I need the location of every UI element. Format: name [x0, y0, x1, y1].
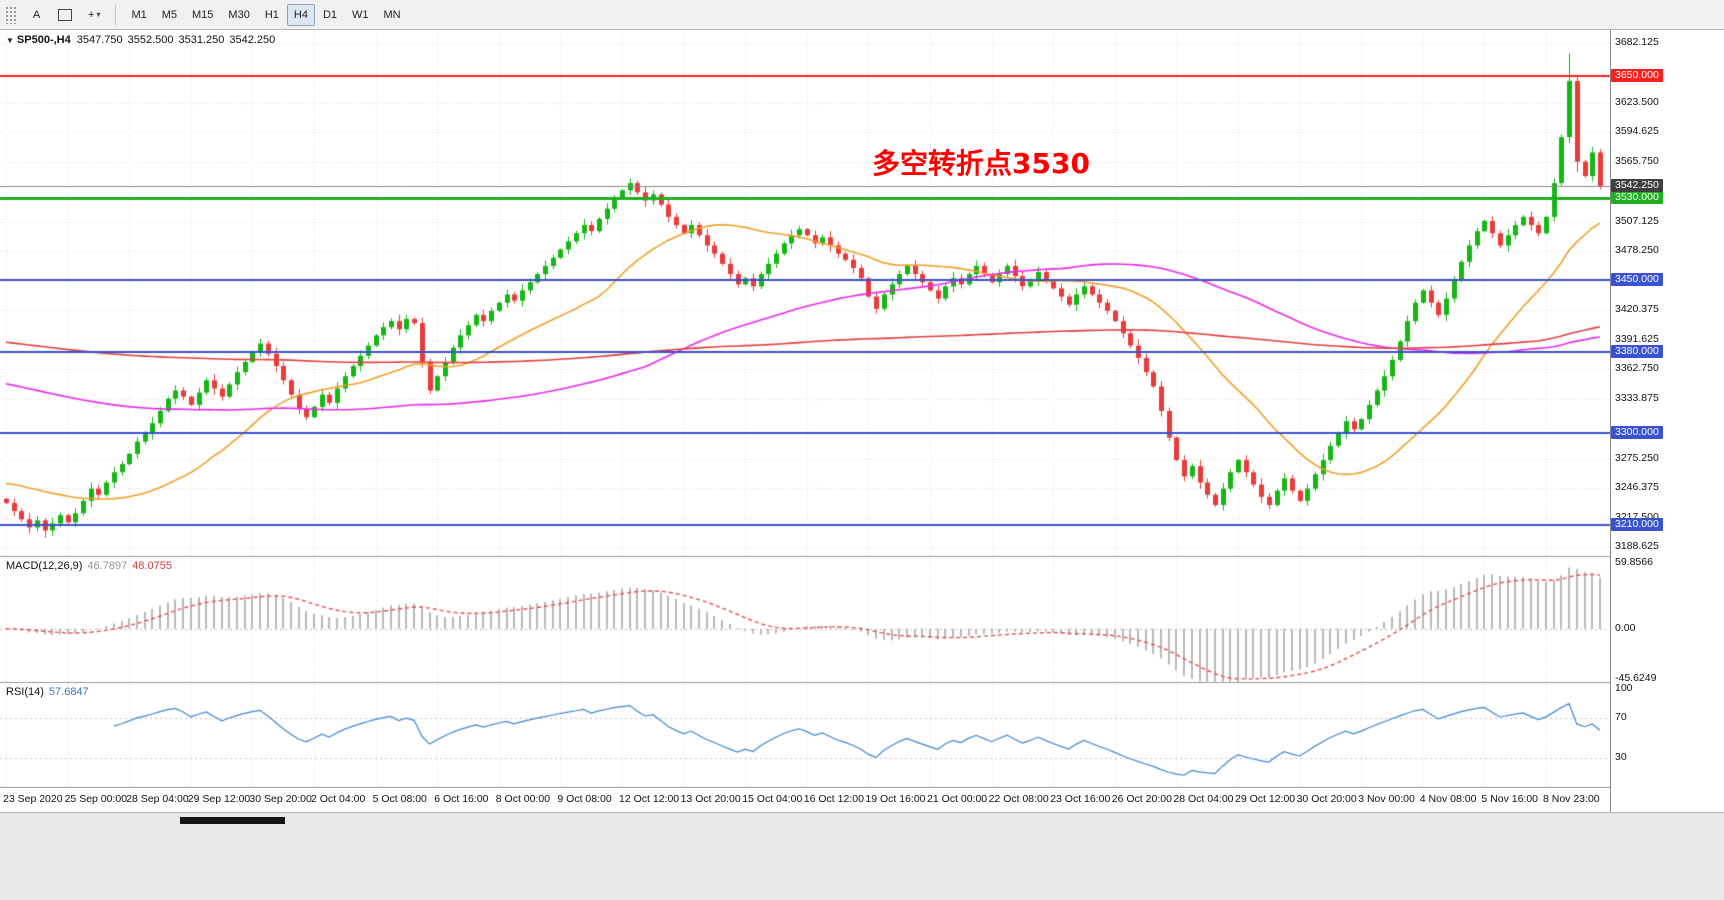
- level-price-label: 3210.000: [1611, 518, 1663, 532]
- chart-window: ▼ SP500-,H4 3547.750 3552.500 3531.250 3542.2…: [0, 30, 1724, 812]
- time-label: 13 Oct 20:00: [680, 793, 741, 805]
- time-label: 22 Oct 08:00: [988, 793, 1049, 805]
- symbol-label: SP500-,H4: [16, 34, 71, 46]
- tool-a-button[interactable]: A: [24, 4, 49, 26]
- current-price-label: 3542.250: [1611, 178, 1663, 192]
- time-label: 28 Sep 04:00: [126, 793, 189, 805]
- macd-name: MACD(12,26,9): [6, 560, 83, 572]
- ohlc-low: 3531.250: [178, 34, 225, 46]
- timeframe-h4-button[interactable]: H4: [286, 3, 315, 26]
- timeframe-h1-button[interactable]: H1: [258, 4, 286, 26]
- timeframe-m5-button[interactable]: M5: [155, 4, 184, 26]
- price-tick-label: 3594.625: [1615, 125, 1659, 138]
- price-tick-label: 3246.375: [1615, 481, 1659, 494]
- timeframe-group: M1 M5 M15 M30 H1 H4 D1 W1 MN: [124, 3, 408, 26]
- timeframe-m30-button[interactable]: M30: [221, 4, 256, 26]
- time-label: 30 Sep 20:00: [249, 793, 312, 805]
- level-price-label: 3380.000: [1611, 344, 1663, 358]
- price-tick-label: 3333.875: [1615, 391, 1659, 404]
- crosshair-tool-button[interactable]: + ▾: [81, 4, 107, 26]
- macd-value-main: 46.7897: [87, 560, 128, 572]
- time-label: 29 Oct 12:00: [1235, 793, 1296, 805]
- chart-canvas[interactable]: [0, 30, 1610, 788]
- price-tick-label: 3391.625: [1615, 332, 1659, 345]
- time-label: 28 Oct 04:00: [1173, 793, 1234, 805]
- rsi-value: 57.6847: [48, 686, 89, 698]
- ohlc-open: 3547.750: [76, 34, 123, 46]
- rsi-tick-label: 70: [1615, 711, 1627, 724]
- price-tick-label: 3565.750: [1615, 154, 1659, 167]
- frame-tool-button[interactable]: [51, 4, 79, 26]
- level-price-label: 3650.000: [1611, 68, 1663, 82]
- timeframe-m1-button[interactable]: M1: [124, 4, 153, 26]
- bottom-strip: [0, 812, 1724, 900]
- ohlc-high: 3552.500: [127, 34, 174, 46]
- time-label: 8 Oct 00:00: [495, 793, 551, 805]
- price-tick-label: 3188.625: [1615, 540, 1659, 553]
- price-tick-label: 3362.750: [1615, 362, 1659, 375]
- caret-down-icon: ▾: [96, 9, 101, 19]
- frame-icon: [58, 8, 72, 21]
- macd-tick-label: 0.00: [1615, 621, 1636, 634]
- timeframe-mn-button[interactable]: MN: [377, 4, 408, 26]
- timeframe-d1-button[interactable]: D1: [316, 4, 344, 26]
- collapse-icon: ▼: [6, 36, 14, 45]
- rsi-label: RSI(14) 57.6847: [6, 686, 94, 698]
- time-label: 26 Oct 20:00: [1111, 793, 1172, 805]
- time-label: 19 Oct 16:00: [865, 793, 926, 805]
- time-label: 30 Oct 20:00: [1296, 793, 1357, 805]
- time-label: 29 Sep 12:00: [187, 793, 251, 805]
- time-label: 9 Oct 08:00: [557, 793, 612, 805]
- time-label: 15 Oct 04:00: [742, 793, 803, 805]
- time-label: 25 Sep 00:00: [64, 793, 128, 805]
- time-label: 3 Nov 00:00: [1358, 793, 1415, 805]
- level-price-label: 3530.000: [1611, 191, 1663, 205]
- toolbar-separator: [115, 4, 117, 25]
- time-label: 2 Oct 04:00: [311, 793, 366, 805]
- price-tick-label: 3478.250: [1615, 244, 1659, 257]
- macd-tick-label: 59.8566: [1615, 555, 1653, 568]
- timeframe-m15-button[interactable]: M15: [185, 4, 220, 26]
- price-tick-label: 3275.250: [1615, 451, 1659, 464]
- macd-label: MACD(12,26,9) 46.7897 48.0755: [6, 560, 177, 572]
- rsi-tick-label: 30: [1615, 750, 1627, 763]
- time-label: 23 Sep 2020: [3, 793, 63, 805]
- time-label: 21 Oct 00:00: [927, 793, 988, 805]
- rsi-name: RSI(14): [6, 686, 44, 698]
- scrollbar-thumb[interactable]: [180, 817, 285, 824]
- price-tick-label: 3623.500: [1615, 95, 1659, 108]
- timeframe-w1-button[interactable]: W1: [345, 4, 376, 26]
- ohlc-close: 3542.250: [229, 34, 276, 46]
- price-scale[interactable]: 3682.125 3623.500 3594.625 3565.750 3507.125…: [1610, 30, 1724, 812]
- time-label: 12 Oct 12:00: [619, 793, 680, 805]
- macd-tick-label: -45.6249: [1615, 671, 1657, 684]
- time-label: 16 Oct 12:00: [803, 793, 864, 805]
- toolbar: A + ▾ M1 M5 M15 M30 H1 H4 D1 W1 MN: [0, 0, 1724, 30]
- macd-value-signal: 48.0755: [132, 560, 172, 572]
- time-label: 6 Oct 16:00: [434, 793, 489, 805]
- price-tick-label: 3507.125: [1615, 214, 1659, 227]
- toolbar-grip-icon[interactable]: [5, 5, 17, 24]
- level-price-label: 3450.000: [1611, 273, 1663, 287]
- annotation-text[interactable]: 多空转折点3530: [872, 147, 1090, 180]
- time-axis[interactable]: 23 Sep 2020 25 Sep 00:00 28 Sep 04:00 29 Se…: [0, 788, 1610, 812]
- price-tick-label: 3420.375: [1615, 303, 1659, 316]
- rsi-tick-label: 100: [1615, 682, 1633, 694]
- time-label: 5 Oct 08:00: [372, 793, 427, 805]
- crosshair-icon: +: [88, 8, 95, 21]
- time-label: 4 Nov 08:00: [1419, 793, 1477, 805]
- time-label: 5 Nov 16:00: [1481, 793, 1539, 805]
- chart-title: ▼ SP500-,H4 3547.750 3552.500 3531.250 3542.2…: [6, 34, 280, 46]
- price-tick-label: 3682.125: [1615, 36, 1659, 49]
- level-price-label: 3300.000: [1611, 426, 1663, 440]
- time-label: 23 Oct 16:00: [1050, 793, 1111, 805]
- time-label: 8 Nov 23:00: [1543, 793, 1600, 805]
